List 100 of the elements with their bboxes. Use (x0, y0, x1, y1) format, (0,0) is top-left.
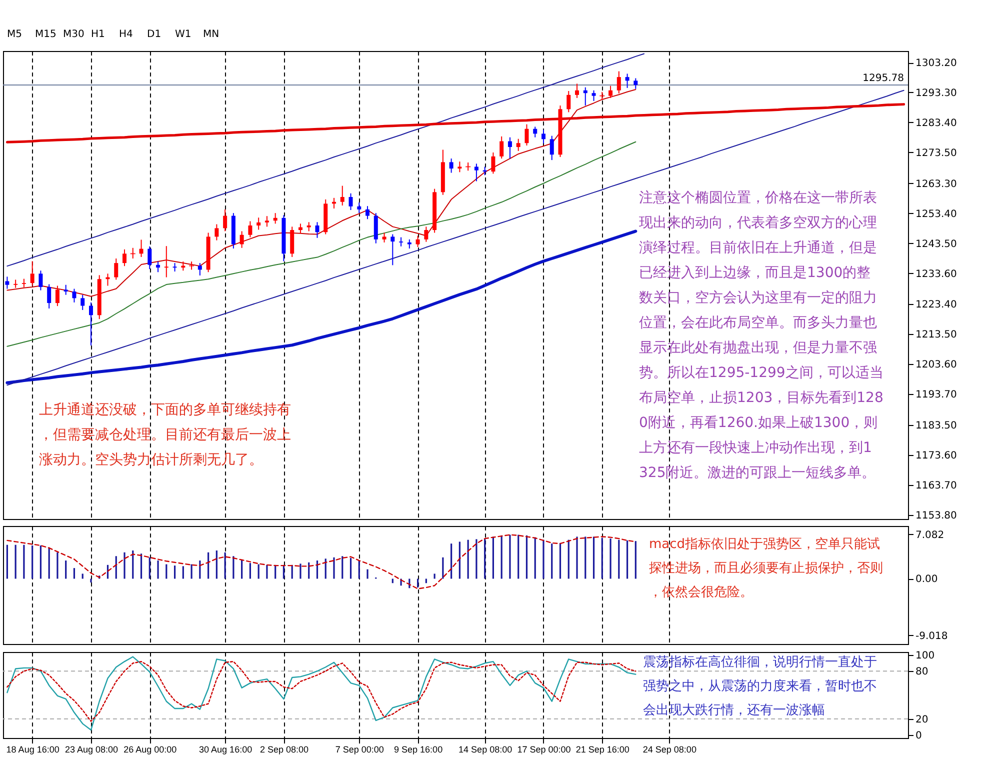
candlestick (458, 161, 462, 173)
candlestick (214, 224, 219, 241)
x-tick-label: 30 Aug 16:00 (199, 744, 252, 754)
y-tick-label: 100 (916, 650, 935, 662)
candlestick (148, 246, 152, 270)
candlestick (575, 83, 580, 98)
candlestick (491, 152, 496, 174)
x-tick-label: 2 Sep 08:00 (260, 744, 308, 754)
candlestick (38, 270, 43, 291)
y-tick-label: 1263.30 (916, 178, 957, 190)
x-tick-label: 17 Sep 00:00 (517, 744, 571, 754)
candlestick (273, 212, 278, 224)
candlestick (340, 185, 344, 206)
y-tick-label: 1233.60 (916, 268, 957, 280)
y-tick-label: 1193.70 (916, 390, 957, 401)
candlestick (634, 78, 638, 90)
candlestick (416, 235, 420, 248)
candlestick (382, 232, 386, 243)
candlestick (524, 124, 529, 146)
candlestick (30, 260, 34, 286)
candlestick (592, 90, 596, 102)
y-tick-label: 1163.70 (916, 480, 957, 492)
y-tick-label: 1223.40 (916, 300, 957, 311)
text: M15 (35, 29, 56, 40)
candlestick (256, 217, 261, 230)
x-tick-label: 7 Sep 00:00 (335, 744, 384, 754)
text: D1 (147, 29, 162, 40)
y-tick-label: 1293.30 (916, 88, 957, 99)
candlestick (608, 85, 613, 98)
text: H4 (119, 29, 133, 40)
candlestick (264, 216, 269, 228)
y-tick-label: 1273.50 (916, 148, 957, 159)
y-tick-label: 1203.60 (916, 360, 957, 371)
x-tick-label: 23 Aug 08:00 (64, 744, 118, 754)
line-series (6, 660, 636, 722)
line-series (6, 656, 636, 731)
candlestick (156, 261, 160, 273)
x-tick-label: 26 Aug 00:00 (124, 744, 177, 754)
y-tick-label: -9.018 (916, 630, 948, 642)
candlestick (47, 284, 52, 309)
candlestick (122, 248, 127, 267)
candlestick (88, 302, 93, 346)
candlestick (306, 222, 311, 232)
candlestick (14, 279, 18, 288)
candlestick (139, 239, 144, 258)
candlestick (366, 206, 370, 220)
text: M30 (63, 29, 84, 40)
candlestick (533, 126, 538, 138)
candlestick (616, 70, 621, 94)
candlestick (80, 294, 85, 310)
y-tick-label: 0.00 (916, 574, 938, 586)
x-tick-label: 21 Sep 16:00 (576, 744, 630, 754)
y-tick-label: 1253.40 (916, 208, 957, 220)
candlestick (449, 158, 454, 174)
annotation: macd指标依旧处于强势区，空单只能试探性进场，而且必须要有止损保护，否则，依然会很危险。 (649, 537, 883, 600)
y-tick-label: 80 (916, 666, 928, 678)
text: M5 (7, 29, 22, 40)
candlestick (5, 276, 10, 290)
candlestick (583, 86, 588, 106)
y-tick-label: 1283.40 (916, 118, 957, 129)
candlestick (541, 129, 546, 144)
annotation: 震荡指标在高位徘徊，说明行情一直处于强势之中，从震荡的力度来看，暂时也不会出现大跌行情，还有一波涨幅 (643, 654, 877, 718)
candlestick (550, 135, 554, 161)
candlestick (374, 212, 378, 244)
annotation: 上升通道还没破，下面的多单可继续持有，但需要减仓处理。目前还有最后一波上涨动力。空头势力估计所剩无几了。 (39, 402, 291, 468)
line-series (6, 141, 636, 347)
candlestick (508, 136, 512, 160)
y-tick-label: 1153.80 (916, 510, 957, 522)
x-tick-label: 9 Sep 16:00 (394, 744, 443, 754)
candlestick (55, 285, 60, 307)
candlestick (424, 226, 428, 242)
candlestick (357, 202, 362, 214)
text: 注意这个椭圆位置，价格在这一带所表现出来的动向，代表着多空双方的心理演绎过程。目前依旧在上升通道，但是已经进入到上边缘，而且是1300的整数关口，空方会认为这里有一定的阻力位置，会在此布局空单。而多头力量也显示在此处有抛盘出现，但是力量不强势。所以在1295-1299之间，可以适当布局空单，止损1203，目标先看到1280附近，再看1260.如果上破1300，则上方还有一段快速上冲动作出现，到1325附近。激进的可跟上一短线多单。 (639, 190, 884, 481)
y-tick-label: 1243.50 (916, 238, 957, 250)
candlestick (399, 236, 404, 247)
candlestick (315, 222, 320, 238)
y-tick-label: 1303.20 (916, 58, 957, 70)
candlestick (290, 226, 294, 258)
candlestick (500, 136, 504, 160)
y-tick-label: 1183.50 (916, 420, 957, 432)
text: H1 (91, 29, 105, 40)
y-tick-label: 0 (916, 730, 922, 742)
line-series (6, 90, 904, 386)
y-tick-label: 7.082 (916, 530, 944, 541)
candlestick (64, 284, 68, 296)
candlestick (474, 163, 478, 182)
y-tick-label: 1173.60 (916, 450, 957, 462)
candlestick (114, 258, 118, 280)
x-tick-label: 24 Sep 08:00 (642, 744, 696, 754)
line-series (6, 230, 638, 384)
candlestick (516, 138, 520, 152)
line-series (6, 534, 636, 590)
y-tick-label: 20 (916, 714, 928, 726)
line-series (6, 103, 906, 144)
x-tick-label: 14 Sep 08:00 (458, 744, 512, 754)
text: MN (203, 29, 220, 40)
candlestick (240, 230, 244, 248)
candlestick (223, 208, 228, 232)
candlestick (72, 288, 76, 303)
candlestick (407, 238, 412, 249)
